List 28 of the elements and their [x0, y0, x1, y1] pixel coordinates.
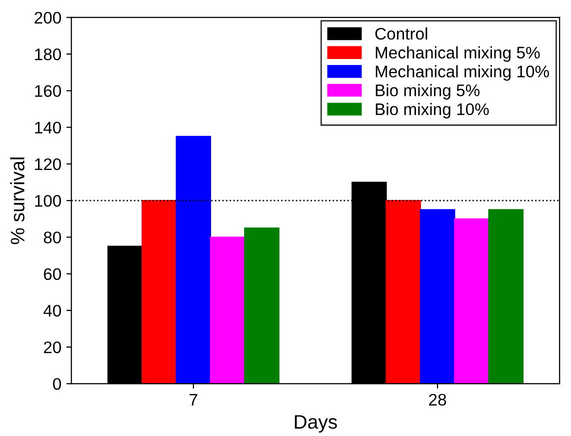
y-tick-label: 100 [35, 194, 62, 207]
y-tick-label: 140 [35, 122, 62, 134]
bar [176, 136, 212, 384]
y-tick-label: 200 [34, 12, 62, 24]
y-tick-label: 180 [35, 48, 62, 60]
x-tick-label: 28 [429, 394, 446, 406]
bar [244, 227, 280, 384]
bar [420, 209, 456, 384]
legend-label: Mechanical mixing 10% [376, 65, 549, 81]
y-axis-title: % survival [10, 158, 24, 244]
y-tick-label: 60 [44, 268, 62, 280]
y-tick-label: 80 [44, 232, 62, 244]
bar [210, 236, 246, 384]
x-axis-title: Days [294, 415, 337, 433]
bar [488, 209, 524, 384]
x-tick-label: 7 [190, 394, 198, 406]
y-tick-label: 120 [35, 158, 62, 170]
y-tick-label: 160 [35, 85, 62, 97]
legend-label: Bio mixing 5% [376, 84, 480, 100]
y-tick-label: 20 [44, 341, 62, 354]
bar [386, 200, 421, 384]
bar [454, 218, 490, 384]
legend-label: Control [375, 27, 428, 40]
y-tick-label: 40 [44, 304, 62, 317]
legend-label: Mechanical mixing 5% [376, 46, 540, 62]
bar [142, 200, 177, 384]
y-tick-label: 0 [53, 378, 61, 390]
legend-label: Bio mixing 10% [376, 102, 489, 118]
